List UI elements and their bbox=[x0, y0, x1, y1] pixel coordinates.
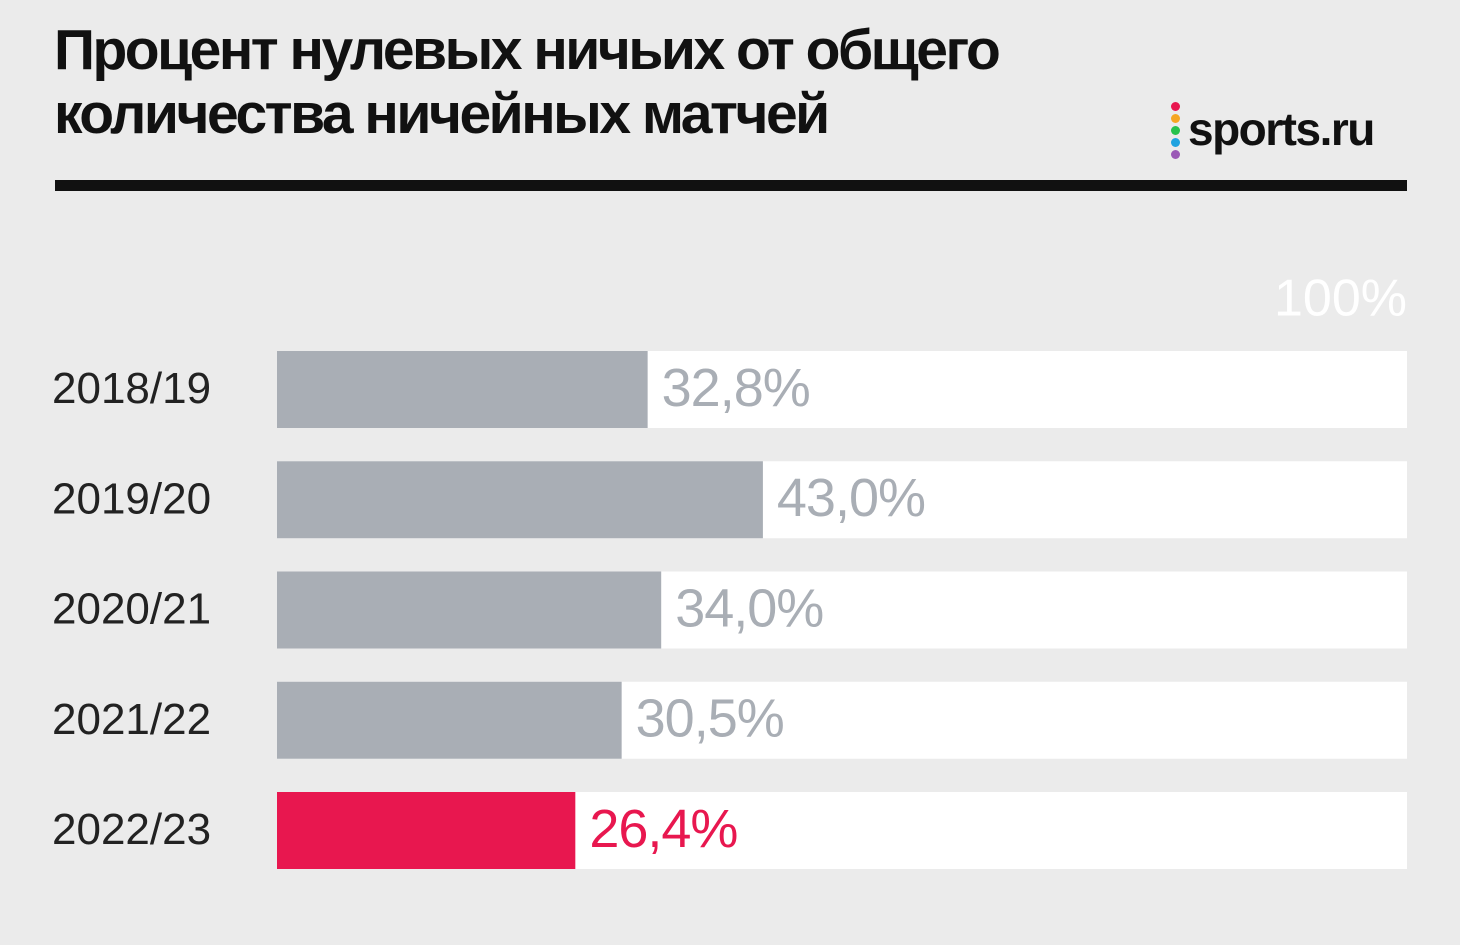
bar bbox=[277, 571, 662, 649]
title-rule bbox=[55, 180, 1407, 191]
source: sports.ru bbox=[1188, 103, 1375, 155]
logo-dot bbox=[1171, 102, 1180, 111]
logo-dot bbox=[1171, 126, 1180, 135]
logo-dot bbox=[1171, 150, 1180, 159]
category-label: 2020/21 bbox=[52, 585, 211, 634]
logo-dot bbox=[1171, 114, 1180, 123]
bar bbox=[277, 461, 763, 539]
value-label: 30,5% bbox=[636, 689, 784, 749]
bar bbox=[277, 681, 622, 759]
category-label: 2018/19 bbox=[52, 364, 211, 413]
value-label: 43,0% bbox=[777, 468, 925, 528]
logo-dot bbox=[1171, 138, 1180, 147]
category-label: 2021/22 bbox=[52, 695, 211, 744]
value-label: 26,4% bbox=[589, 799, 737, 859]
category-label: 2019/20 bbox=[52, 474, 211, 523]
bar bbox=[277, 351, 648, 428]
x-tick-label: 100% bbox=[1274, 270, 1407, 328]
value-label: 34,0% bbox=[675, 578, 823, 638]
chart-title: Процент нулевых ничьих от общего количес… bbox=[54, 18, 1001, 146]
category-label: 2022/23 bbox=[52, 805, 211, 854]
value-label: 32,8% bbox=[662, 358, 810, 418]
bar bbox=[277, 792, 576, 869]
